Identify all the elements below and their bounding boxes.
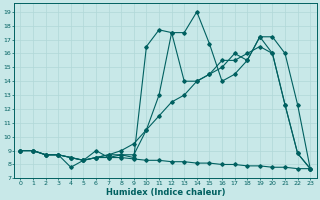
X-axis label: Humidex (Indice chaleur): Humidex (Indice chaleur) bbox=[106, 188, 225, 197]
